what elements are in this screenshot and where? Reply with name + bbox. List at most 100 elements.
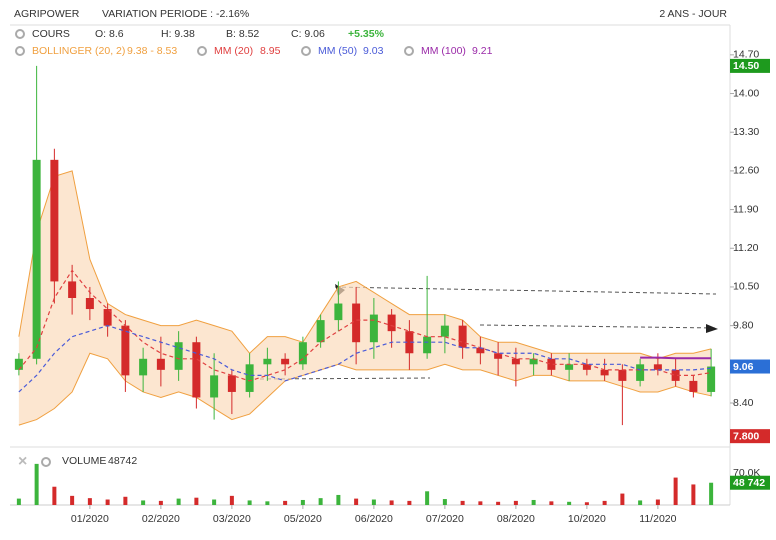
candle-body [476,347,485,354]
candle-body [369,314,378,343]
volume-bar [531,499,536,505]
volume-bar [371,499,376,505]
candle-body [281,358,290,365]
y-tick-label: 10.50 [733,281,759,293]
volume-bar [336,494,341,505]
legend-series: MM (50) [318,45,357,57]
candle-body [565,364,574,370]
candle-body [85,298,94,310]
settings-icon[interactable] [404,46,414,56]
volume-bar [265,501,270,505]
candle-body [103,309,112,326]
volume-bar [709,482,714,505]
volume-bar [194,497,199,505]
volume-bar [584,502,589,505]
candle-body [405,331,414,354]
candle-body [227,375,236,392]
legend-series-value: 9.21 [472,45,493,57]
volume-bar [513,500,518,505]
x-tick-label: 06/2020 [355,513,393,525]
candle-body [174,342,183,370]
close-icon[interactable]: × [18,453,27,470]
settings-icon[interactable] [197,46,207,56]
volume-bar [105,499,110,505]
x-tick-label: 03/2020 [213,513,251,525]
candle-body [14,358,23,370]
volume-bar [655,499,660,505]
y-tick-label: 11.20 [733,242,759,254]
volume-bar [460,500,465,505]
candle-body [263,358,272,365]
volume-bar [478,501,483,505]
candle-body [440,325,449,337]
y-tick-label: 8.40 [733,397,754,409]
y-tick-label: 12.60 [733,165,759,177]
y-tick-label: 14.00 [733,87,759,99]
bollinger-fill [18,170,712,426]
candle-body [600,369,609,376]
volume-bar [496,501,501,505]
legend-series-value: 9.03 [363,45,384,57]
volume-bar [34,463,39,505]
candle-body [121,325,130,376]
price-marker-label: 7.800 [733,430,759,442]
volume-bar [141,500,146,505]
candle-body [32,159,41,359]
volume-bar [123,496,128,505]
candle-body [245,364,254,392]
legend: COURS O: 8.6 H: 9.38 B: 8.52 C: 9.06 +5.35% BO… [15,28,493,470]
moving-average [18,325,712,393]
candle-body [139,358,148,376]
bollinger-upper [18,170,712,360]
settings-icon[interactable] [41,457,51,467]
legend-bollinger: BOLLINGER (20, 2) [32,45,125,57]
x-tick-label: 08/2020 [497,513,535,525]
volume-bar [567,501,572,505]
volume-bar [176,498,181,505]
arrow-head [706,324,718,333]
legend-volume-value: 48742 [108,455,137,467]
candle-body [68,281,77,298]
volume-bar [425,491,430,505]
volume-bar [300,499,305,505]
legend-bollinger-value: 9.38 - 8.53 [127,45,177,57]
price-marker-label: 9.06 [733,361,754,373]
price-marker-label: 14.50 [733,60,759,72]
candle-body [689,380,698,392]
legend-text: B: 8.52 [226,28,259,40]
candle-body [494,353,503,359]
volume-bar [549,501,554,505]
legend-series: MM (100) [421,45,466,57]
candle-body [387,314,396,332]
volume-bar [602,500,607,505]
candle-body [50,159,59,282]
settings-icon[interactable] [15,46,25,56]
volume-bar [638,500,643,505]
candle-body [458,325,467,348]
legend-text: O: 8.6 [95,28,124,40]
candle-body [582,364,591,370]
title: AGRIPOWER [14,8,80,20]
volume-marker-label: 48 742 [733,477,765,489]
candle-body [511,358,520,365]
settings-icon[interactable] [301,46,311,56]
candle-body [653,364,662,370]
volume-bar [16,498,21,505]
candle-body [210,375,219,398]
volume-bar [70,495,75,505]
candle-body [334,303,343,321]
price-marker [730,359,770,374]
volume-bar [389,500,394,505]
volume-bar [673,477,678,505]
y-tick-label: 11.90 [733,203,759,215]
bollinger-lower [18,352,712,426]
candle-body [547,358,556,370]
period-selector[interactable]: 2 ANS - JOUR [659,8,727,20]
y-tick-label: 9.80 [733,319,754,331]
x-tick-label: 11/2020 [639,513,676,525]
subtitle: VARIATION PERIODE : -2.16% [102,8,249,20]
x-tick-label: 02/2020 [142,513,180,525]
candle-body [529,358,538,365]
volume-marker [730,475,770,490]
settings-icon[interactable] [15,29,25,39]
